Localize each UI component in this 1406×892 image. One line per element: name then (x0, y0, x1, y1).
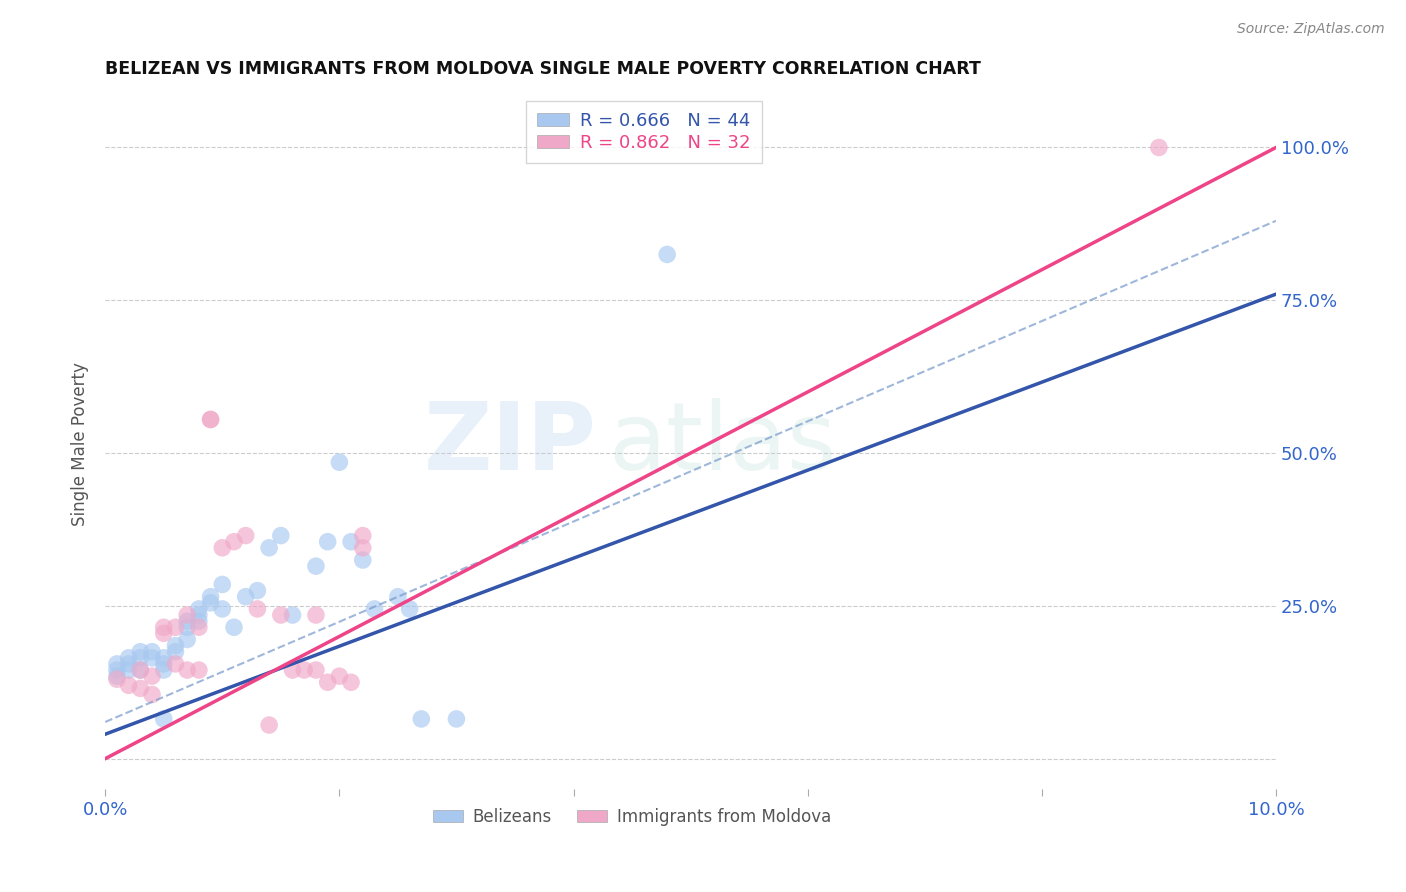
Point (398, 602, 420, 616)
Point (235, 590, 257, 604)
Point (292, 663, 315, 677)
Point (152, 650, 174, 665)
Point (200, 412, 222, 426)
Point (352, 553, 374, 567)
Point (105, 669, 128, 683)
Point (176, 608, 198, 623)
Point (141, 669, 163, 683)
Point (176, 614, 198, 628)
Point (129, 663, 152, 677)
Point (387, 590, 409, 604)
Point (105, 663, 128, 677)
Text: BELIZEAN VS IMMIGRANTS FROM MOLDOVA SINGLE MALE POVERTY CORRELATION CHART: BELIZEAN VS IMMIGRANTS FROM MOLDOVA SING… (105, 60, 981, 78)
Point (305, 663, 328, 677)
Point (246, 602, 269, 616)
Point (117, 663, 139, 677)
Point (129, 650, 152, 665)
Point (352, 528, 374, 542)
Point (281, 608, 304, 623)
Point (129, 645, 152, 659)
Point (222, 620, 245, 634)
Point (117, 678, 139, 692)
Point (328, 455, 350, 469)
Point (316, 534, 339, 549)
Point (411, 712, 433, 726)
Point (105, 672, 128, 686)
Point (270, 608, 292, 623)
Point (446, 712, 468, 726)
Point (305, 559, 328, 574)
Point (187, 614, 209, 628)
Point (340, 534, 363, 549)
Point (152, 663, 174, 677)
Point (165, 639, 187, 653)
Point (211, 577, 233, 591)
Text: Source: ZipAtlas.com: Source: ZipAtlas.com (1237, 22, 1385, 37)
Point (129, 663, 152, 677)
Point (246, 583, 269, 598)
Point (257, 541, 280, 555)
Point (105, 657, 128, 671)
Point (129, 681, 152, 696)
Point (152, 657, 174, 671)
Point (176, 663, 198, 677)
Point (222, 534, 245, 549)
Point (200, 412, 222, 426)
Point (1147, 140, 1170, 154)
Point (257, 718, 280, 732)
Point (165, 645, 187, 659)
Point (340, 675, 363, 690)
Text: ZIP: ZIP (425, 398, 598, 490)
Point (152, 626, 174, 640)
Point (117, 650, 139, 665)
Point (187, 620, 209, 634)
Point (211, 602, 233, 616)
Point (328, 669, 350, 683)
Y-axis label: Single Male Poverty: Single Male Poverty (72, 362, 89, 526)
Point (200, 590, 222, 604)
Point (152, 620, 174, 634)
Point (165, 620, 187, 634)
Point (270, 528, 292, 542)
Point (187, 663, 209, 677)
Point (235, 528, 257, 542)
Point (176, 632, 198, 647)
Point (316, 675, 339, 690)
Point (141, 645, 163, 659)
Point (165, 657, 187, 671)
Point (117, 657, 139, 671)
Point (152, 712, 174, 726)
Point (211, 541, 233, 555)
Point (352, 541, 374, 555)
Point (141, 650, 163, 665)
Point (176, 620, 198, 634)
Point (200, 596, 222, 610)
Point (657, 247, 679, 261)
Point (187, 608, 209, 623)
Point (187, 602, 209, 616)
Point (305, 608, 328, 623)
Text: atlas: atlas (609, 398, 837, 490)
Legend: Belizeans, Immigrants from Moldova: Belizeans, Immigrants from Moldova (426, 801, 838, 833)
Point (141, 688, 163, 702)
Point (363, 602, 385, 616)
Point (281, 663, 304, 677)
